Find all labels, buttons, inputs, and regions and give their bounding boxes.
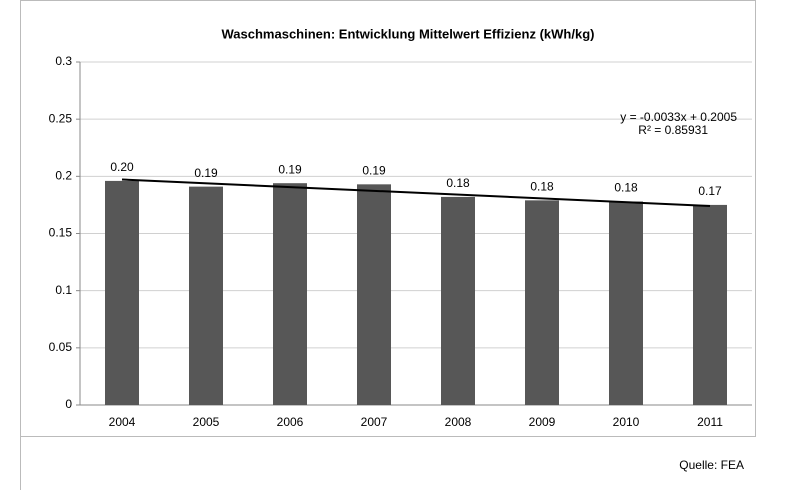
value-label: 0.19 [194, 166, 218, 180]
bar [525, 200, 559, 405]
x-tick-label: 2004 [109, 415, 136, 429]
value-label: 0.19 [278, 162, 302, 176]
x-tick-label: 2010 [613, 415, 640, 429]
x-tick-label: 2009 [529, 415, 556, 429]
value-label: 0.20 [110, 160, 134, 174]
x-tick-label: 2005 [193, 415, 220, 429]
y-tick-label: 0.3 [55, 54, 72, 68]
trend-r2: R² = 0.85931 [638, 123, 708, 137]
value-label: 0.19 [362, 164, 386, 178]
y-tick-label: 0 [65, 397, 72, 411]
bar [273, 183, 307, 405]
x-tick-label: 2007 [361, 415, 388, 429]
bar [441, 196, 475, 405]
trendline [121, 178, 711, 207]
bar [105, 180, 139, 405]
y-tick-label: 0.15 [49, 226, 73, 240]
x-tick-label: 2006 [277, 415, 304, 429]
value-label: 0.18 [614, 181, 638, 195]
trend-equation: y = -0.0033x + 0.2005 [620, 110, 737, 124]
chart-title: Waschmaschinen: Entwicklung Mittelwert E… [222, 26, 595, 41]
chart-frame [20, 0, 756, 437]
y-tick-label: 0.25 [49, 111, 73, 125]
value-label: 0.18 [530, 180, 554, 194]
x-tick-label: 2008 [445, 415, 472, 429]
bar [357, 184, 391, 405]
source-note: Quelle: FEA [679, 458, 744, 472]
bar [189, 186, 223, 405]
y-tick-label: 0.2 [55, 169, 72, 183]
bar [693, 204, 727, 405]
value-label: 0.17 [698, 184, 722, 198]
bar [609, 201, 643, 405]
y-tick-label: 0.1 [55, 283, 72, 297]
y-tick-label: 0.05 [49, 340, 73, 354]
value-label: 0.18 [446, 176, 470, 190]
x-tick-label: 2011 [697, 415, 723, 429]
